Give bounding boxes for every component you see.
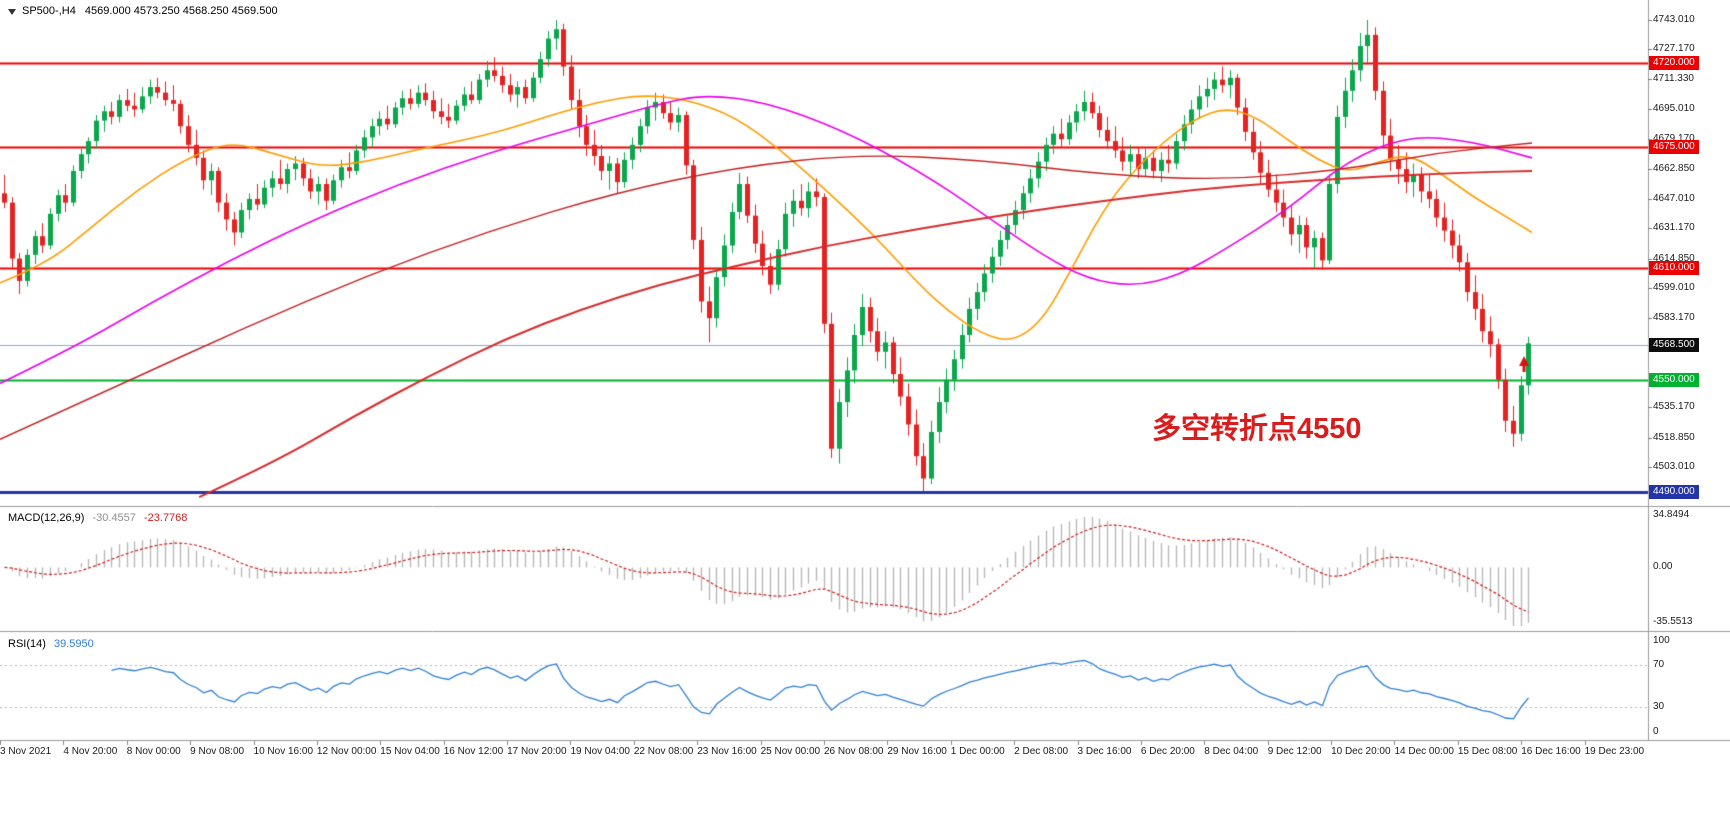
time-axis-label: 9 Dec 12:00	[1267, 746, 1322, 757]
time-axis-label: 22 Nov 08:00	[633, 746, 694, 757]
price-axis-label: 4695.010	[1653, 103, 1695, 115]
price-axis-label: 4711.330	[1653, 72, 1694, 84]
time-axis-label: 2 Dec 08:00	[1014, 746, 1069, 757]
price-badge: 4490.000	[1649, 484, 1699, 499]
time-axis-label: 8 Dec 04:00	[1204, 746, 1259, 757]
price-axis-label: 4727.170	[1653, 43, 1695, 55]
price-axis-label: 4662.850	[1653, 163, 1695, 175]
rsi-axis-label: 70	[1653, 659, 1665, 671]
price-axis-label: 4535.170	[1653, 401, 1695, 413]
time-axis-label: 17 Nov 20:00	[507, 746, 567, 757]
price-axis-label: 4599.010	[1653, 282, 1695, 294]
time-axis-label: 6 Dec 20:00	[1140, 746, 1195, 757]
price-axis-label: 4679.170	[1653, 132, 1695, 144]
time-axis-label: 10 Dec 20:00	[1331, 746, 1391, 757]
price-axis-label: 4647.010	[1653, 192, 1695, 204]
chart-header: SP500-,H4 4569.000 4573.250 4568.250 456…	[22, 5, 284, 17]
time-axis-label: 4 Nov 20:00	[63, 746, 118, 757]
rsi-indicator-label: RSI(14) 39.5950	[8, 638, 99, 650]
rsi-axis-label: 30	[1653, 700, 1665, 712]
time-axis-label: 14 Dec 00:00	[1394, 746, 1454, 757]
time-axis-label: 15 Nov 04:00	[380, 746, 440, 757]
time-axis-label: 1 Dec 00:00	[950, 746, 1005, 757]
macd-indicator-label: MACD(12,26,9) -30.4557 -23.7768	[8, 512, 192, 524]
price-badge: 4610.000	[1649, 260, 1699, 275]
macd-axis-label: 34.8494	[1653, 509, 1690, 520]
price-axis-label: 4614.850	[1653, 252, 1695, 264]
time-axis-label: 3 Nov 2021	[0, 746, 52, 757]
rsi-axis-label: 100	[1653, 635, 1670, 646]
symbol-period-label: SP500-,H4	[22, 5, 76, 17]
macd-axis-label: 0.00	[1653, 561, 1673, 573]
current-price-badge: 4568.500	[1649, 338, 1699, 353]
price-badge: 4550.000	[1649, 372, 1699, 387]
time-axis-label: 12 Nov 00:00	[316, 746, 377, 757]
time-axis-label: 16 Dec 16:00	[1521, 746, 1581, 757]
macd-main-value: -30.4557	[92, 512, 136, 524]
price-badge: 4675.000	[1649, 139, 1699, 154]
ohlc-values: 4569.000 4573.250 4568.250 4569.500	[84, 5, 278, 17]
price-axis-label: 4743.010	[1653, 13, 1695, 25]
time-axis-label: 19 Dec 23:00	[1584, 746, 1645, 757]
chart-annotation-text[interactable]: 多空转折点4550	[1151, 412, 1362, 445]
time-axis-label: 15 Dec 08:00	[1457, 746, 1518, 757]
rsi-value: 39.5950	[53, 638, 94, 650]
rsi-axis-label: 0	[1653, 726, 1659, 737]
price-axis-label: 4503.010	[1653, 461, 1695, 473]
price-axis-label: 4583.170	[1653, 311, 1695, 323]
price-axis-label: 4631.170	[1653, 222, 1695, 234]
time-axis-label: 9 Nov 08:00	[190, 746, 245, 757]
macd-indicator-name: MACD(12,26,9)	[8, 512, 85, 524]
time-axis-label: 10 Nov 16:00	[253, 746, 314, 757]
time-axis-label: 19 Nov 04:00	[570, 746, 630, 757]
time-axis-label: 25 Nov 00:00	[760, 746, 821, 757]
time-axis-label: 29 Nov 16:00	[887, 746, 947, 757]
time-axis-label: 26 Nov 08:00	[824, 746, 884, 757]
price-axis-label: 4518.850	[1653, 431, 1695, 443]
macd-signal-value: -23.7768	[143, 512, 188, 524]
macd-axis-label: -35.5513	[1653, 616, 1693, 627]
time-axis-label: 3 Dec 16:00	[1077, 746, 1132, 757]
time-axis-label: 16 Nov 12:00	[443, 746, 504, 757]
price-badge: 4720.000	[1649, 55, 1699, 70]
time-axis-label: 8 Nov 00:00	[126, 746, 181, 757]
time-axis-label: 23 Nov 16:00	[697, 746, 757, 757]
rsi-indicator-name: RSI(14)	[8, 638, 46, 650]
chevron-down-icon[interactable]	[8, 9, 16, 15]
